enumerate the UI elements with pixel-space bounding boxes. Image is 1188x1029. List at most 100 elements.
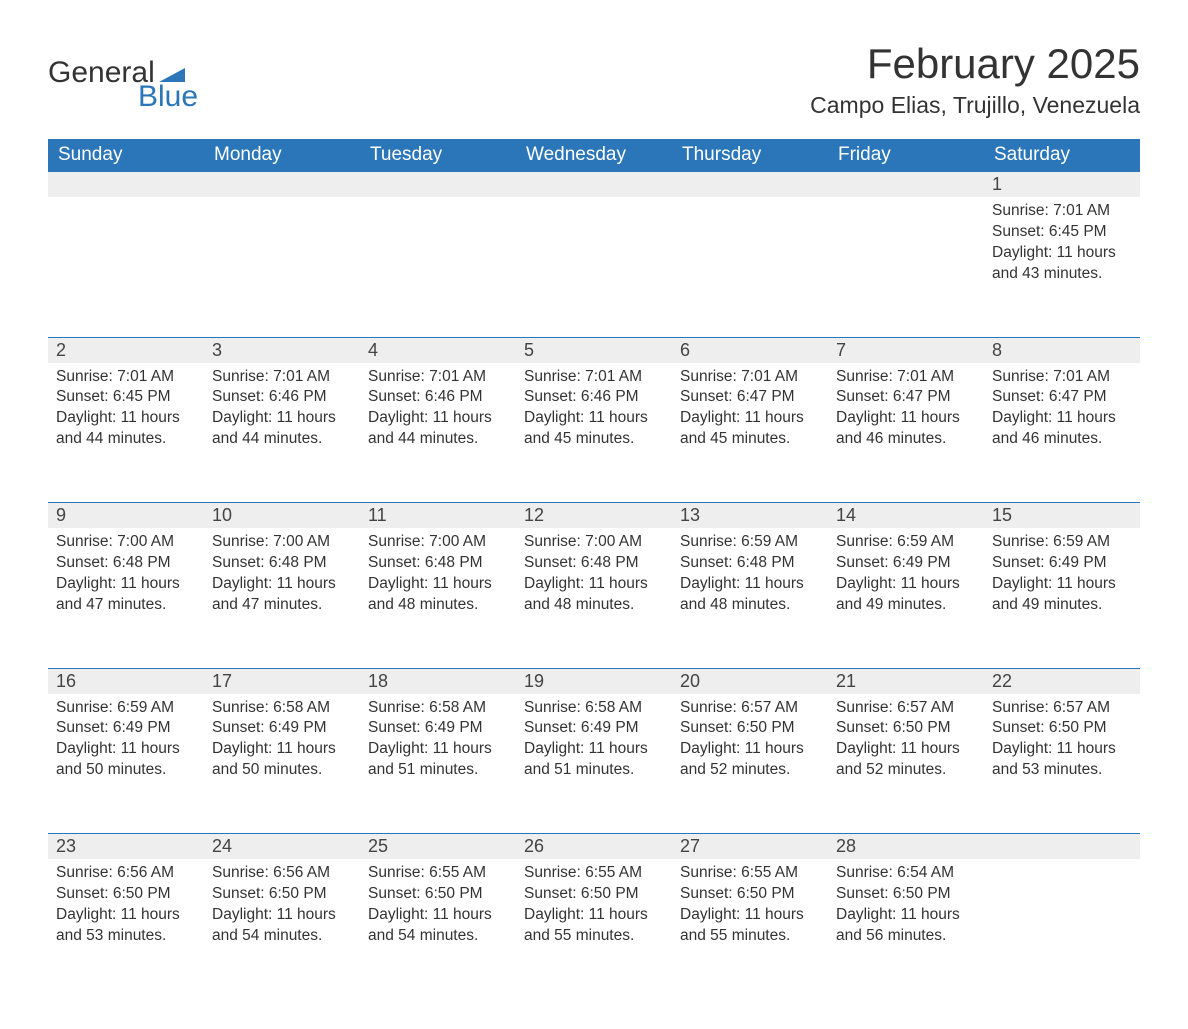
sunrise-text: Sunrise: 6:55 AM [368, 863, 508, 884]
day-content: Sunrise: 7:01 AMSunset: 6:46 PMDaylight:… [516, 363, 672, 465]
sunrise-text: Sunrise: 6:59 AM [680, 532, 820, 553]
daylight-text: Daylight: 11 hours and 48 minutes. [524, 574, 664, 616]
daylight-text: Daylight: 11 hours and 44 minutes. [212, 408, 352, 450]
sunset-text: Sunset: 6:50 PM [992, 718, 1132, 739]
day-number: 1 [992, 174, 1002, 194]
day-cell: Sunrise: 6:58 AMSunset: 6:49 PMDaylight:… [360, 694, 516, 834]
day-content: Sunrise: 6:57 AMSunset: 6:50 PMDaylight:… [828, 694, 984, 796]
day-cell: Sunrise: 6:57 AMSunset: 6:50 PMDaylight:… [984, 694, 1140, 834]
daylight-text: Daylight: 11 hours and 53 minutes. [56, 905, 196, 947]
day-number-cell: 1 [984, 172, 1140, 198]
day-content: Sunrise: 6:56 AMSunset: 6:50 PMDaylight:… [204, 859, 360, 961]
calendar-table: SundayMondayTuesdayWednesdayThursdayFrid… [48, 139, 1140, 999]
day-cell: Sunrise: 7:00 AMSunset: 6:48 PMDaylight:… [360, 528, 516, 668]
daylight-text: Daylight: 11 hours and 43 minutes. [992, 243, 1132, 285]
week-daynum-row: 1 [48, 172, 1140, 198]
daylight-text: Daylight: 11 hours and 44 minutes. [56, 408, 196, 450]
day-cell: Sunrise: 6:59 AMSunset: 6:49 PMDaylight:… [984, 528, 1140, 668]
day-number: 13 [680, 505, 700, 525]
day-cell: Sunrise: 7:00 AMSunset: 6:48 PMDaylight:… [516, 528, 672, 668]
day-number-cell [516, 172, 672, 198]
sunrise-text: Sunrise: 7:00 AM [524, 532, 664, 553]
sunrise-text: Sunrise: 6:58 AM [368, 698, 508, 719]
week-daynum-row: 232425262728 [48, 834, 1140, 860]
day-content: Sunrise: 7:01 AMSunset: 6:46 PMDaylight:… [204, 363, 360, 465]
day-number: 12 [524, 505, 544, 525]
day-number-cell: 11 [360, 503, 516, 529]
weekday-header: Sunday [48, 139, 204, 172]
day-number-cell [204, 172, 360, 198]
daylight-text: Daylight: 11 hours and 51 minutes. [368, 739, 508, 781]
day-number: 27 [680, 836, 700, 856]
sunrise-text: Sunrise: 6:59 AM [836, 532, 976, 553]
week-daynum-row: 9101112131415 [48, 503, 1140, 529]
week-content-row: Sunrise: 6:59 AMSunset: 6:49 PMDaylight:… [48, 694, 1140, 834]
sunrise-text: Sunrise: 6:56 AM [56, 863, 196, 884]
sunset-text: Sunset: 6:49 PM [368, 718, 508, 739]
sunset-text: Sunset: 6:49 PM [836, 553, 976, 574]
calendar-head: SundayMondayTuesdayWednesdayThursdayFrid… [48, 139, 1140, 172]
sunset-text: Sunset: 6:49 PM [56, 718, 196, 739]
daylight-text: Daylight: 11 hours and 52 minutes. [680, 739, 820, 781]
sunset-text: Sunset: 6:49 PM [992, 553, 1132, 574]
sunrise-text: Sunrise: 7:01 AM [56, 367, 196, 388]
daylight-text: Daylight: 11 hours and 44 minutes. [368, 408, 508, 450]
day-number-cell: 23 [48, 834, 204, 860]
day-number: 20 [680, 671, 700, 691]
daylight-text: Daylight: 11 hours and 47 minutes. [56, 574, 196, 616]
weekday-header: Tuesday [360, 139, 516, 172]
sunrise-text: Sunrise: 6:57 AM [992, 698, 1132, 719]
day-content: Sunrise: 6:58 AMSunset: 6:49 PMDaylight:… [204, 694, 360, 796]
day-content: Sunrise: 7:01 AMSunset: 6:47 PMDaylight:… [672, 363, 828, 465]
day-number-cell: 2 [48, 337, 204, 363]
day-number-cell: 18 [360, 668, 516, 694]
sunset-text: Sunset: 6:48 PM [524, 553, 664, 574]
day-content: Sunrise: 7:01 AMSunset: 6:46 PMDaylight:… [360, 363, 516, 465]
calendar-body: 1 Sunrise: 7:01 AMSunset: 6:45 PMDaylight… [48, 172, 1140, 1000]
month-title: February 2025 [810, 40, 1140, 88]
week-daynum-row: 16171819202122 [48, 668, 1140, 694]
daylight-text: Daylight: 11 hours and 53 minutes. [992, 739, 1132, 781]
day-content: Sunrise: 6:55 AMSunset: 6:50 PMDaylight:… [672, 859, 828, 961]
sunrise-text: Sunrise: 7:01 AM [680, 367, 820, 388]
daylight-text: Daylight: 11 hours and 55 minutes. [524, 905, 664, 947]
day-content: Sunrise: 6:55 AMSunset: 6:50 PMDaylight:… [360, 859, 516, 961]
day-number: 17 [212, 671, 232, 691]
logo-word-2: Blue [138, 80, 198, 114]
day-content: Sunrise: 6:59 AMSunset: 6:48 PMDaylight:… [672, 528, 828, 630]
sunset-text: Sunset: 6:46 PM [368, 387, 508, 408]
day-number: 18 [368, 671, 388, 691]
sunset-text: Sunset: 6:50 PM [836, 718, 976, 739]
sunrise-text: Sunrise: 6:57 AM [680, 698, 820, 719]
day-number-cell: 20 [672, 668, 828, 694]
weekday-header: Saturday [984, 139, 1140, 172]
day-number: 14 [836, 505, 856, 525]
sunrise-text: Sunrise: 7:00 AM [368, 532, 508, 553]
daylight-text: Daylight: 11 hours and 50 minutes. [212, 739, 352, 781]
day-content: Sunrise: 6:59 AMSunset: 6:49 PMDaylight:… [828, 528, 984, 630]
day-number-cell: 9 [48, 503, 204, 529]
sunset-text: Sunset: 6:47 PM [680, 387, 820, 408]
day-number-cell [360, 172, 516, 198]
day-number-cell: 13 [672, 503, 828, 529]
sunset-text: Sunset: 6:49 PM [524, 718, 664, 739]
day-number-cell: 26 [516, 834, 672, 860]
day-cell: Sunrise: 7:01 AMSunset: 6:47 PMDaylight:… [672, 363, 828, 503]
day-number: 3 [212, 340, 222, 360]
day-number-cell: 7 [828, 337, 984, 363]
sunrise-text: Sunrise: 6:55 AM [524, 863, 664, 884]
sunrise-text: Sunrise: 7:01 AM [992, 367, 1132, 388]
week-content-row: Sunrise: 7:00 AMSunset: 6:48 PMDaylight:… [48, 528, 1140, 668]
day-cell: Sunrise: 6:55 AMSunset: 6:50 PMDaylight:… [360, 859, 516, 999]
sunrise-text: Sunrise: 7:01 AM [992, 201, 1132, 222]
daylight-text: Daylight: 11 hours and 51 minutes. [524, 739, 664, 781]
day-cell: Sunrise: 6:59 AMSunset: 6:48 PMDaylight:… [672, 528, 828, 668]
day-content: Sunrise: 7:01 AMSunset: 6:45 PMDaylight:… [984, 197, 1140, 299]
daylight-text: Daylight: 11 hours and 45 minutes. [680, 408, 820, 450]
day-content: Sunrise: 6:59 AMSunset: 6:49 PMDaylight:… [984, 528, 1140, 630]
sunset-text: Sunset: 6:46 PM [524, 387, 664, 408]
sunset-text: Sunset: 6:46 PM [212, 387, 352, 408]
logo: General Blue [48, 56, 198, 114]
day-number-cell: 8 [984, 337, 1140, 363]
day-number-cell: 16 [48, 668, 204, 694]
